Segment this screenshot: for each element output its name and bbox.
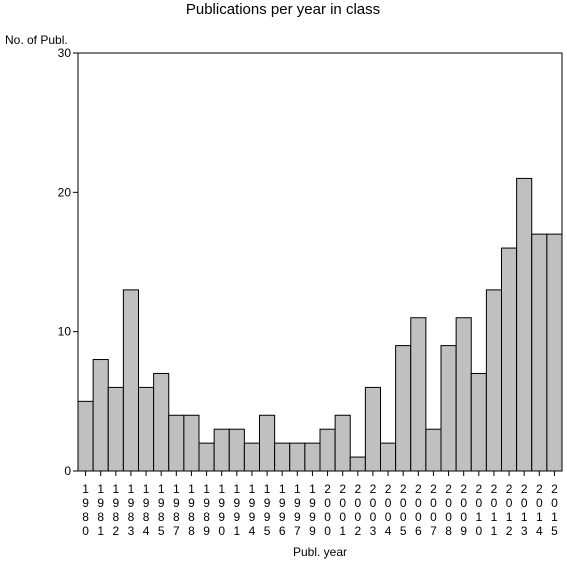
y-axis-label: No. of Publ. bbox=[5, 33, 68, 47]
bar-1981 bbox=[92, 359, 109, 472]
bar-1994 bbox=[243, 442, 260, 472]
y-tick-label: 10 bbox=[58, 325, 72, 339]
chart-title: Publications per year in class bbox=[186, 1, 380, 18]
bar-1999 bbox=[304, 442, 321, 472]
bar-2011 bbox=[485, 289, 502, 472]
bar-1995 bbox=[259, 414, 276, 472]
bar-2007 bbox=[425, 428, 442, 472]
bar-2000 bbox=[319, 428, 336, 472]
bar-2002 bbox=[349, 456, 366, 472]
bar-1989 bbox=[198, 442, 215, 472]
bar-1990 bbox=[213, 428, 230, 472]
bar-2008 bbox=[440, 345, 457, 472]
bar-1987 bbox=[168, 414, 185, 472]
bar-2004 bbox=[380, 442, 397, 472]
y-tick-label: 30 bbox=[58, 46, 72, 60]
x-axis-label: Publ. year bbox=[293, 545, 347, 559]
bar-1991 bbox=[228, 428, 245, 472]
bar-1982 bbox=[107, 386, 124, 472]
bar-1984 bbox=[138, 386, 155, 472]
bar-2010 bbox=[470, 372, 487, 472]
y-tick-label: 0 bbox=[64, 464, 71, 478]
y-tick-label: 20 bbox=[58, 185, 72, 199]
bar-2009 bbox=[455, 317, 472, 472]
x-axis: 1 9 8 0 1 9 8 1 1 9 8 2 1 9 8 3 1 9 8 4 1 9 8 5 1 9 8 7 1 9 8 8 1 9 8 9 1 9 9 0… bbox=[82, 471, 558, 538]
bar-1988 bbox=[183, 414, 200, 472]
bars-group bbox=[77, 177, 563, 472]
bar-1983 bbox=[122, 289, 139, 472]
bar-2003 bbox=[364, 386, 381, 472]
bar-2015 bbox=[546, 233, 563, 472]
bar-1997 bbox=[289, 442, 306, 472]
bar-2005 bbox=[395, 345, 412, 472]
bar-1980 bbox=[77, 400, 94, 472]
bar-2013 bbox=[516, 177, 533, 472]
bar-1996 bbox=[274, 442, 291, 472]
bar-2006 bbox=[410, 317, 427, 472]
bar-2001 bbox=[334, 414, 351, 472]
bar-1985 bbox=[153, 372, 170, 472]
y-axis: 0 10 20 30 bbox=[58, 46, 78, 478]
bar-2014 bbox=[531, 233, 548, 472]
bar-2012 bbox=[501, 247, 518, 472]
